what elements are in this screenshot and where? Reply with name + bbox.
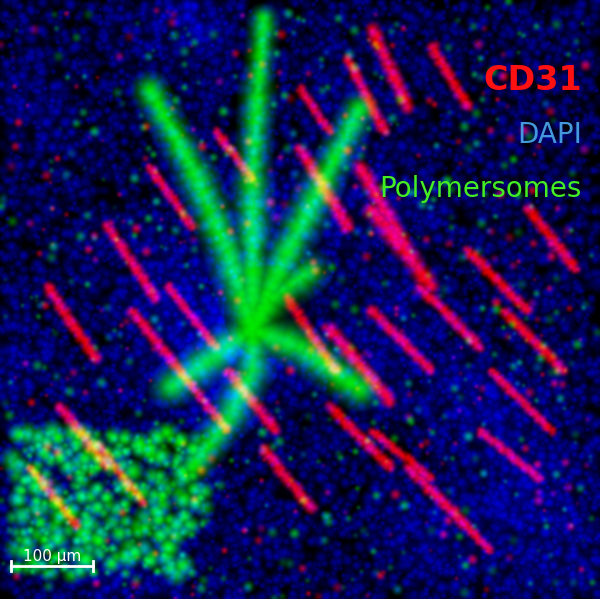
Text: Polymersomes: Polymersomes bbox=[380, 175, 582, 202]
Text: 100 μm: 100 μm bbox=[23, 549, 81, 564]
Text: CD31: CD31 bbox=[484, 64, 582, 98]
Text: DAPI: DAPI bbox=[517, 121, 582, 149]
